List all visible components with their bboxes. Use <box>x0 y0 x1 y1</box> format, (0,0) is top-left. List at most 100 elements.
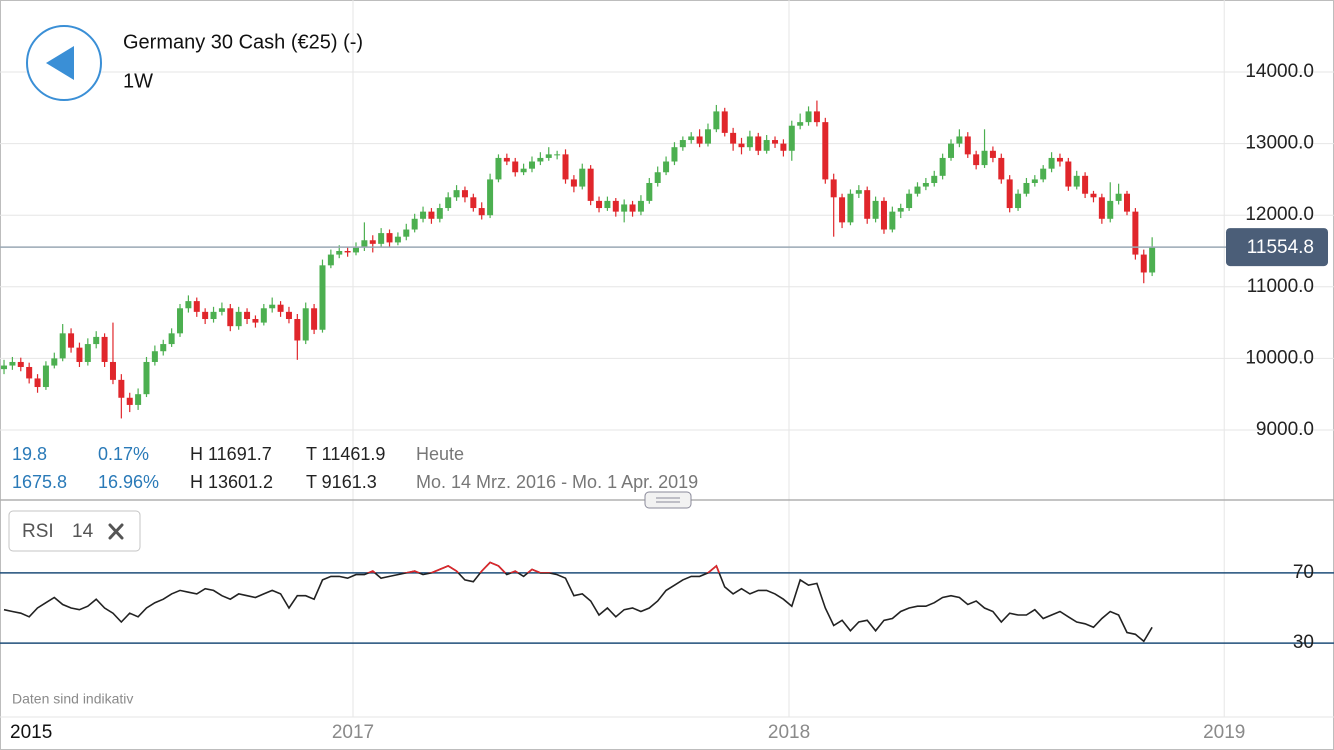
candle-body <box>109 361 116 380</box>
candle-body <box>713 111 720 130</box>
candle-body <box>730 132 737 144</box>
candle-body <box>202 311 209 320</box>
change-percent: 16.96% <box>98 472 159 492</box>
candle-body <box>84 344 91 362</box>
chip-box[interactable] <box>8 510 141 552</box>
candle-body <box>1149 247 1156 273</box>
plot <box>0 100 1334 644</box>
candle-body <box>302 308 309 341</box>
candle-body <box>1006 179 1013 209</box>
candle-body <box>562 154 569 180</box>
candle-body <box>478 208 485 216</box>
candle-body <box>939 157 946 176</box>
candle-body <box>755 136 762 151</box>
candle-body <box>68 333 75 348</box>
x-tick-label: 2018 <box>768 722 810 743</box>
candle-body <box>1065 161 1072 187</box>
candle-body <box>428 211 435 219</box>
resize-handle[interactable] <box>644 491 692 509</box>
candle-body <box>470 197 477 209</box>
candle-body <box>1140 254 1147 273</box>
y-tick-label: 10000.0 <box>1245 347 1314 368</box>
candle-body <box>461 190 468 198</box>
candle-body <box>570 179 577 187</box>
candle-body <box>1073 175 1080 187</box>
candle-body <box>1 365 8 370</box>
candle-body <box>746 136 753 148</box>
timeframe[interactable]: 1W <box>123 70 153 92</box>
candle-body <box>260 308 267 323</box>
candle-body <box>218 308 225 312</box>
instrument-title: Germany 30 Cash (€25) (-) <box>123 31 363 53</box>
candle-body <box>964 136 971 155</box>
candle-body <box>244 311 251 320</box>
back-button[interactable] <box>26 25 102 101</box>
period-label: Heute <box>416 444 464 464</box>
remove-icon[interactable] <box>108 523 124 540</box>
candle-body <box>805 111 812 123</box>
candle-body <box>780 143 787 151</box>
candle-body <box>269 304 276 309</box>
candle-body <box>294 319 301 341</box>
candle-body <box>704 129 711 144</box>
candle-body <box>948 143 955 158</box>
change-value: 19.8 <box>12 444 47 464</box>
y-tick-label: 12000.0 <box>1245 204 1314 225</box>
candle-body <box>135 394 142 405</box>
candle-body <box>973 154 980 166</box>
candle-body <box>621 204 628 212</box>
candle-body <box>629 204 636 212</box>
candle-body <box>998 157 1005 180</box>
high: H 13601.2 <box>190 472 273 492</box>
y-tick-label: 13000.0 <box>1245 133 1314 154</box>
candle-body <box>285 311 292 320</box>
candle-body <box>537 157 544 162</box>
candle-body <box>721 111 728 133</box>
candle-body <box>76 347 83 362</box>
candle-body <box>361 240 368 248</box>
candle-body <box>579 168 586 187</box>
candle-body <box>160 344 167 352</box>
candle-body <box>512 161 519 173</box>
back-arrow[interactable] <box>46 46 74 80</box>
candle-body <box>151 351 158 362</box>
candle-body <box>981 150 988 166</box>
candle-body <box>1015 193 1022 209</box>
candle-body <box>436 208 443 219</box>
candle-body <box>612 200 619 212</box>
handle-box[interactable] <box>644 491 692 509</box>
rsi-line <box>3 561 1153 643</box>
candle-body <box>596 200 603 209</box>
candle-body <box>126 397 133 405</box>
candle-body <box>185 301 192 309</box>
candle-body <box>503 157 510 162</box>
candle-body <box>1107 200 1114 219</box>
change-percent: 0.17% <box>98 444 149 464</box>
period-label: Mo. 14 Mrz. 2016 - Mo. 1 Apr. 2019 <box>416 472 698 492</box>
candle-body <box>403 229 410 237</box>
x-start-label: 2015 <box>10 722 52 743</box>
candle-body <box>797 122 804 126</box>
candle-body <box>394 236 401 243</box>
candle-body <box>989 150 996 158</box>
candle-body <box>1124 193 1131 212</box>
candle-body <box>813 111 820 123</box>
candle-body <box>738 143 745 148</box>
candle-body <box>528 161 535 169</box>
candle-body <box>34 378 41 388</box>
high: H 11691.7 <box>190 444 272 464</box>
current-price-box <box>1226 228 1328 267</box>
candle-body <box>554 154 561 156</box>
candle-body <box>772 140 779 144</box>
candle-body <box>520 168 527 173</box>
candle-body <box>59 333 66 359</box>
candle-body <box>763 140 770 151</box>
candle-body <box>143 361 150 395</box>
candle-body <box>788 125 795 151</box>
candle-body <box>101 336 108 362</box>
low: T 9161.3 <box>306 472 377 492</box>
indicator-chip[interactable]: RSI 14 <box>8 510 141 552</box>
indicator-period: 14 <box>72 521 94 542</box>
candle-body <box>311 308 318 330</box>
candle-body <box>1132 211 1139 255</box>
